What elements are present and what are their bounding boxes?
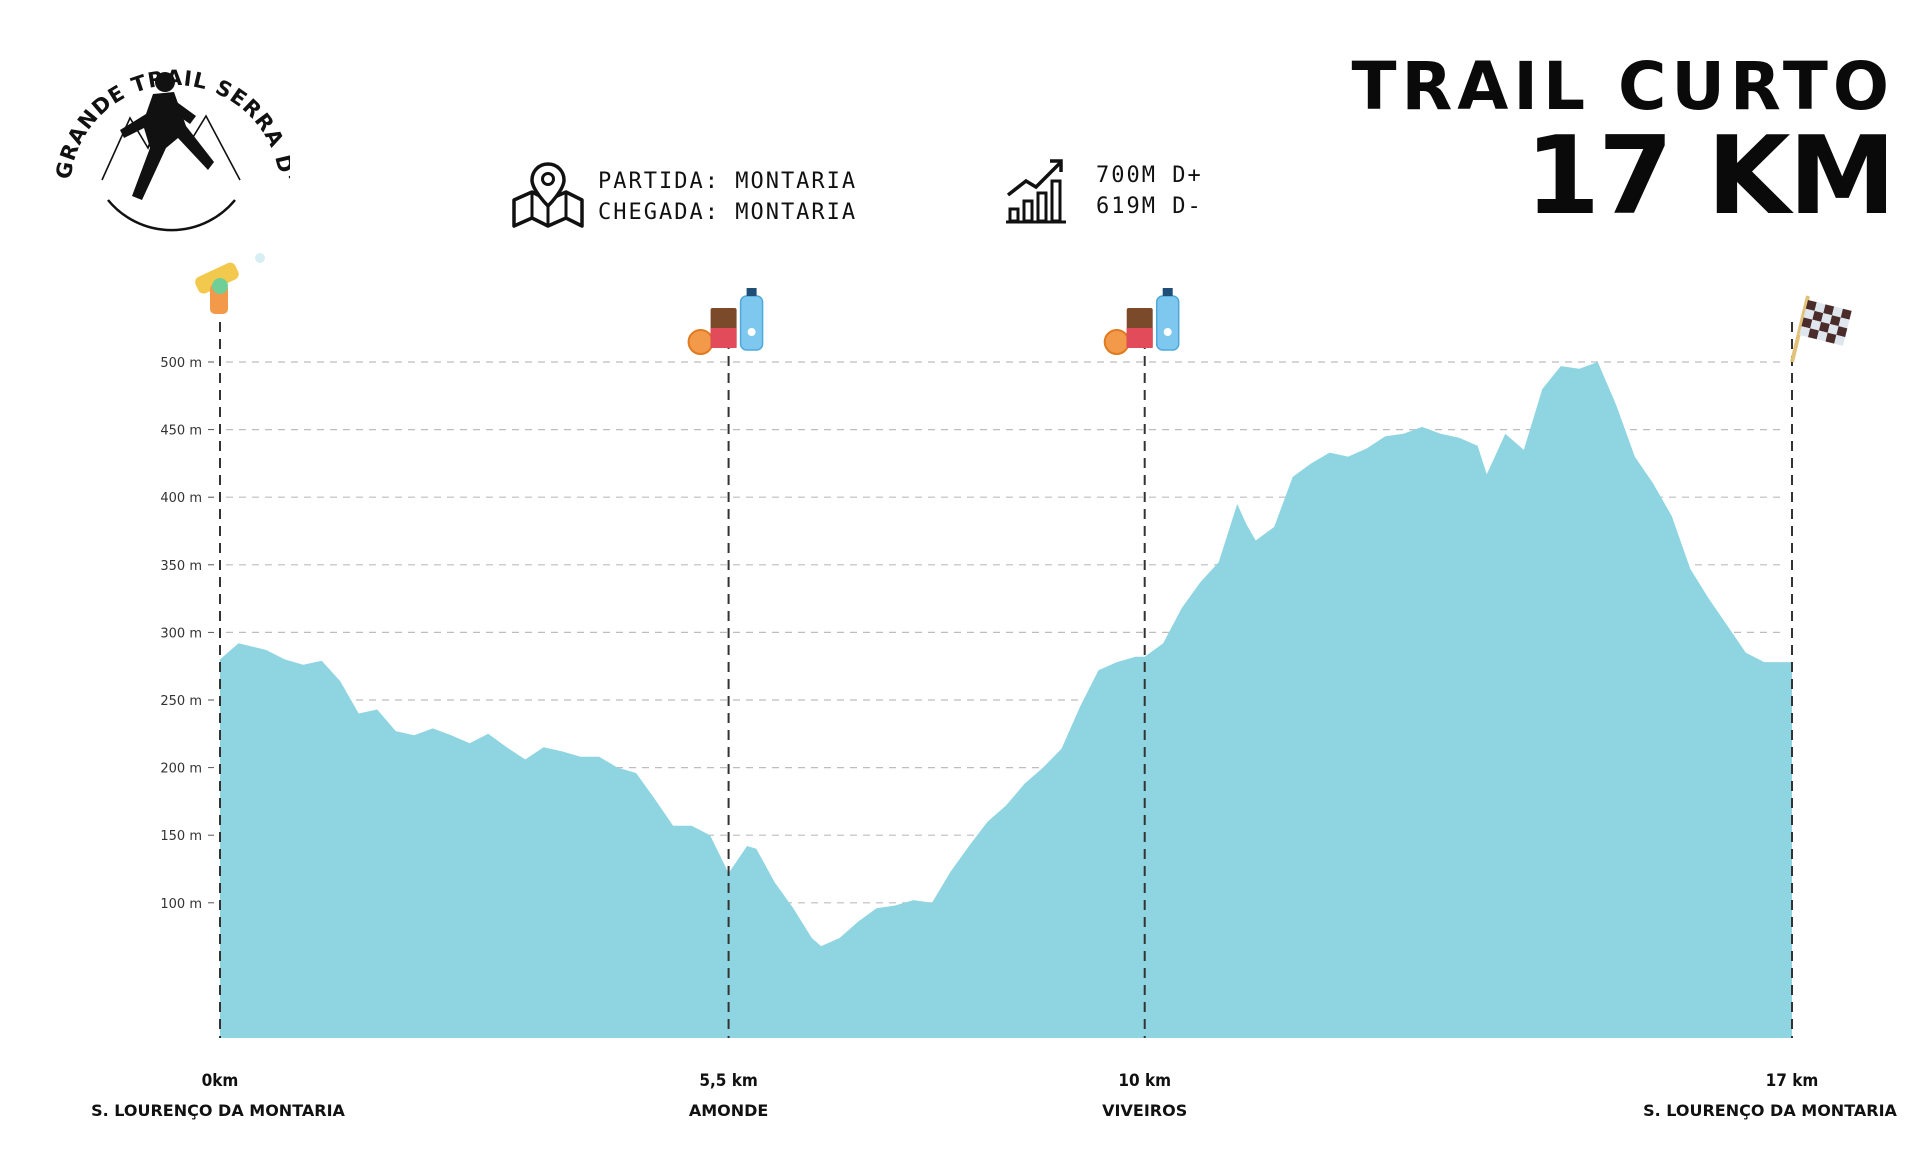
y-tick-label: 300 m [160,626,202,641]
flag-square [1814,302,1826,314]
flag-square [1803,308,1815,320]
water-bottle [739,295,764,351]
flag-square [1840,308,1852,320]
y-tick-label: 500 m [160,356,202,371]
orange [1103,329,1130,355]
flag-square [1818,321,1830,333]
checkpoint-icons [195,253,1852,363]
checkpoint-place-label: S. LOURENÇO DA MONTARIA [1643,1101,1897,1120]
flag-square [1799,326,1811,338]
checkpoint-km-label: 0km [202,1071,239,1091]
y-tick-label: 100 m [160,897,202,912]
flag-square [1810,319,1822,331]
y-tick-label: 350 m [160,559,202,574]
flag-pole [1790,295,1810,363]
flag-square [1808,328,1819,340]
water-drop [747,328,756,336]
pistol-cylinder [212,278,228,294]
profile-area-layer [220,362,1792,1038]
water-drop [1163,328,1172,336]
flag-square [1829,315,1841,327]
checkpoint-markers [219,322,1793,1038]
chocolate-wrapper [710,328,737,348]
elevation-gain: 700M D+ [1096,163,1203,188]
food-and-water-icon [687,288,764,355]
pistol-barrel [195,262,239,294]
checkpoint-place-label: S. LOURENÇO DA MONTARIA [91,1101,345,1120]
flag-square [1834,334,1846,346]
flag-square [1838,317,1850,329]
flag-square [1825,332,1837,344]
map-pin-icon [510,160,586,234]
y-tick-label: 150 m [160,829,202,844]
race-name: TRAIL CURTO [1351,48,1894,125]
flag-square [1821,313,1833,324]
checkpoint-km-label: 5,5 km [699,1071,758,1091]
y-axis-ticks: 100 m 150 m 200 m 250 m 300 m 350 m 400 m 450 m… [160,356,214,912]
elevation-loss: 619M D- [1096,194,1203,219]
y-tick-label: 250 m [160,694,202,709]
bottle-cap [746,288,757,296]
flag-square [1812,310,1824,322]
flag-square [1816,330,1828,342]
flag-square [1827,323,1839,335]
starting-pistol-icon [195,253,265,314]
pistol-smoke [255,253,265,263]
flag-square [1801,317,1813,329]
trail-runner-mountains-logo: GRANDE TRAIL SERRA D'ARGA [31,11,298,232]
race-distance: 17 KM [1524,114,1896,239]
checkpoint-labels: 0km S. LOURENÇO DA MONTARIA 5,5 km AMONDE 10… [91,1071,1897,1120]
y-tick-label: 200 m [160,762,202,777]
elevation-summary: 700M D+ 619M D- [1096,160,1203,222]
bottle-cap [1162,288,1173,296]
flag-square [1836,326,1848,338]
water-bottle [1155,295,1180,351]
checkpoint-km-label: 10 km [1118,1071,1171,1091]
flag-square [1805,300,1817,311]
elevation-profile-area [220,362,1792,1038]
event-logo: GRANDE TRAIL SERRA D'ARGA [31,11,298,240]
finish-location: CHEGADA: MONTARIA [598,200,858,225]
checkpoint-km-label: 17 km [1766,1071,1819,1091]
checkered-flag-icon [1790,295,1852,363]
orange [687,329,714,355]
growth-chart-icon [1004,155,1070,229]
y-tick-label: 400 m [160,491,202,506]
race-title: TRAIL CURTO 17 KM [1351,48,1896,239]
y-tick-label: 450 m [160,424,202,439]
flag-cloth [1799,300,1852,346]
food-and-water-icon [1103,288,1180,355]
checkpoint-place-label: AMONDE [689,1101,769,1120]
checkpoint-place-label: VIVEIROS [1102,1101,1187,1120]
flag-square [1832,306,1843,318]
chocolate-wrapper [1126,328,1153,348]
route-info: PARTIDA: MONTARIA CHEGADA: MONTARIA [598,166,857,228]
start-location: PARTIDA: MONTARIA [598,169,858,194]
flag-square [1823,304,1835,316]
